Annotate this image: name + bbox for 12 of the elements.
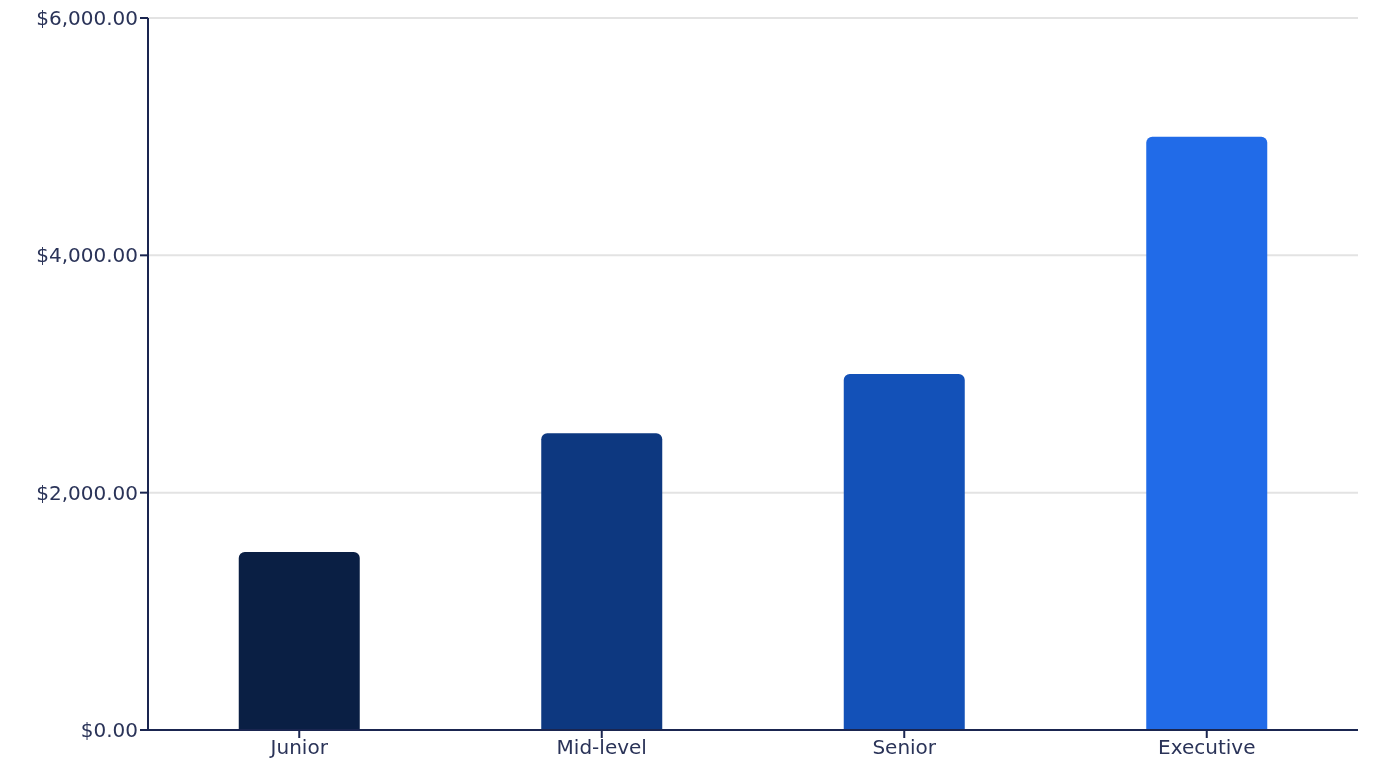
- y-tick-label: $4,000.00: [36, 243, 138, 268]
- x-tick-label: Senior: [872, 735, 937, 760]
- x-tick-label: Junior: [268, 735, 329, 760]
- x-tick-label: Executive: [1158, 735, 1256, 760]
- bar: [1146, 136, 1268, 730]
- bar: [541, 433, 663, 730]
- y-tick-label: $6,000.00: [36, 6, 138, 31]
- y-tick-label: $2,000.00: [36, 480, 138, 505]
- x-tick-label: Mid-level: [556, 735, 647, 760]
- y-tick-label: $0.00: [80, 718, 138, 743]
- bar: [238, 552, 360, 730]
- bar: [843, 374, 965, 730]
